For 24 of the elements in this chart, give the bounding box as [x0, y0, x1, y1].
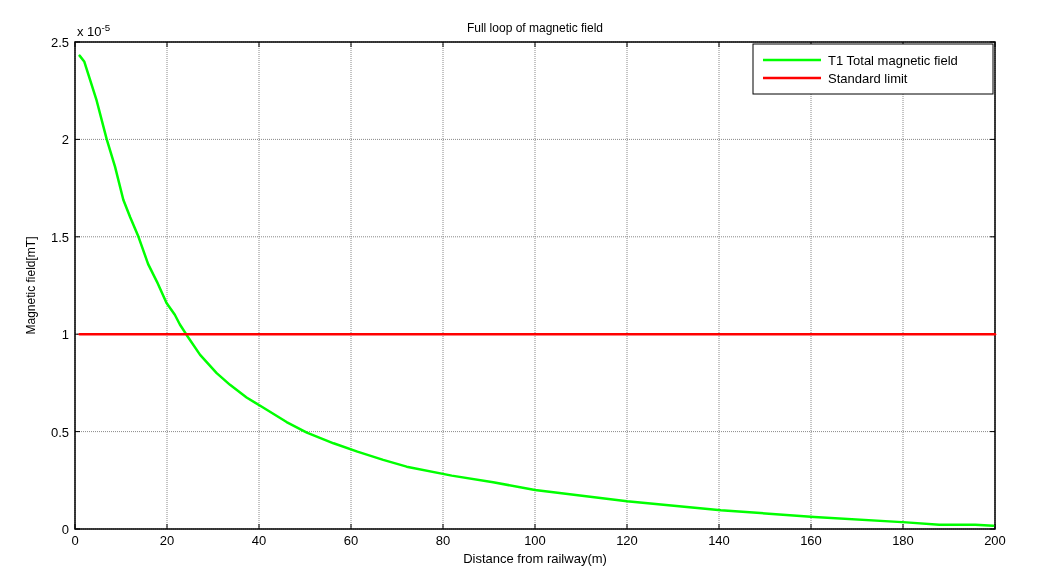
y-tick-label: 2.5: [50, 35, 69, 50]
text: x 10$^{-5}$: [77, 21, 111, 39]
x-tick-label: 60: [343, 533, 359, 548]
x-axis-title: Distance from railway(m): [463, 551, 607, 566]
x-tick-label: 20: [159, 533, 175, 548]
x-tick-label: 200: [984, 533, 1006, 548]
x-tick-label: 120: [616, 533, 638, 548]
y-axis-title: Magnetic field[mT]: [24, 236, 38, 335]
x-tick-label: 40: [251, 533, 267, 548]
line-series: [78, 54, 995, 527]
y-tick-label: 2: [61, 132, 69, 148]
legend-label: Standard limit: [828, 71, 908, 86]
x-tick-label: 100: [524, 533, 546, 548]
x-tick-label: 160: [800, 533, 822, 548]
y-tick-label: 1.5: [50, 229, 69, 245]
y-tick-label: 0: [61, 522, 69, 537]
x-tick-label: 180: [892, 533, 914, 548]
chart-title: Full loop of magnetic field: [466, 21, 604, 35]
legend-label: T1 Total magnetic field: [828, 53, 958, 68]
x-tick-label: 140: [708, 533, 730, 548]
y-tick-label: 1: [61, 327, 69, 343]
x-tick-label: 0: [71, 533, 79, 548]
y-tick-label: 0.5: [50, 424, 69, 440]
x-tick-label: 80: [435, 533, 451, 548]
